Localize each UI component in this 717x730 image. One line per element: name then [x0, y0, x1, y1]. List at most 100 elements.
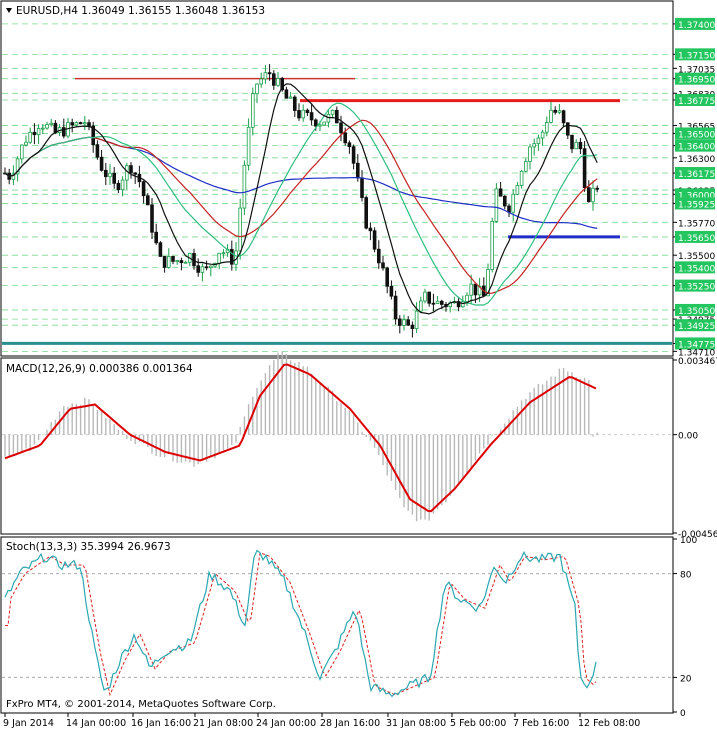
- candle-body: [528, 146, 532, 162]
- candle-body: [498, 188, 503, 197]
- price-label-bg: [675, 261, 715, 274]
- macd-panel-frame: [0, 357, 674, 535]
- candle-body: [150, 204, 154, 233]
- candle-body: [389, 285, 394, 297]
- stoch-main-line: [4, 549, 597, 698]
- candle-body: [494, 188, 499, 222]
- candle-body: [162, 256, 167, 268]
- price-label-bg: [675, 127, 715, 140]
- time-label: 24 Jan 00:00: [256, 718, 316, 729]
- candle-body: [255, 83, 259, 95]
- stoch-title: Stoch(13,3,3) 35.3994 26.9673: [6, 541, 171, 553]
- candle-body: [292, 96, 297, 111]
- candle-body: [570, 134, 574, 150]
- candle-body: [204, 266, 209, 269]
- price-label: 1.37150: [678, 51, 715, 61]
- candle-body: [179, 260, 184, 264]
- time-label: 5 Feb 00:00: [450, 718, 506, 729]
- candle-body: [217, 252, 222, 264]
- candle-body: [62, 127, 66, 137]
- price-label: 1.34775: [678, 340, 715, 350]
- time-label: 12 Feb 08:00: [578, 718, 640, 729]
- stoch-tick-label: 20: [680, 674, 692, 684]
- ma-line: [4, 119, 598, 295]
- candle-body: [99, 156, 104, 171]
- price-label: 1.36400: [678, 143, 715, 153]
- candle-body: [381, 262, 385, 269]
- price-axis: 1.374001.371501.370351.369501.368301.367…: [673, 17, 715, 358]
- time-axis: 9 Jan 2014 14 Jan 00:00 16 Jan 16:00 21 Jan…: [3, 713, 640, 729]
- candle-body: [469, 283, 473, 296]
- candle-body: [553, 109, 557, 113]
- candle-body: [78, 122, 83, 125]
- candle-body: [11, 173, 16, 180]
- time-label: 31 Jan 08:00: [386, 718, 446, 729]
- ma-line: [4, 83, 598, 315]
- candle-body: [112, 172, 117, 184]
- candle-body: [549, 109, 553, 123]
- candle-body: [524, 161, 528, 172]
- symbol-ohlc: EURUSD,H4 1.36049 1.36155 1.36048 1.3615…: [16, 5, 265, 17]
- stoch-lines: [4, 549, 597, 698]
- stoch-tick-label: 0: [680, 709, 686, 719]
- candle-body: [229, 248, 234, 265]
- price-label: 1.34925: [678, 322, 715, 332]
- price-label-bg: [675, 139, 715, 152]
- candle-body: [19, 144, 24, 160]
- price-label: 1.37400: [678, 21, 715, 31]
- candle-body: [515, 185, 520, 195]
- copyright-text: FxPro MT4, © 2001-2014, MetaQuotes Softw…: [6, 699, 276, 710]
- candle-body: [288, 96, 293, 99]
- candle-body: [15, 158, 20, 175]
- candle-body: [166, 256, 171, 268]
- macd-tick-label: 0.00: [678, 432, 698, 442]
- candle-body: [355, 162, 360, 179]
- candle-body: [280, 78, 284, 91]
- candle-body: [91, 125, 96, 146]
- stoch-grid: [2, 573, 672, 678]
- candle-body: [297, 110, 301, 119]
- price-label-bg: [675, 303, 715, 316]
- price-label-bg: [675, 48, 715, 61]
- candle-body: [385, 267, 389, 287]
- candle-body: [87, 122, 91, 127]
- macd-signal-line: [4, 363, 597, 513]
- candle-body: [309, 112, 314, 121]
- macd-signal-path: [4, 363, 597, 513]
- candle-body: [133, 172, 138, 175]
- price-label: 1.35050: [678, 307, 715, 317]
- candle-body: [284, 89, 289, 99]
- price-label: 1.37035: [678, 65, 715, 75]
- candle-body: [351, 146, 356, 164]
- candle-body: [566, 122, 570, 136]
- candle-body: [120, 179, 125, 191]
- candlesticks: [3, 64, 599, 338]
- stoch-tick-label: 100: [680, 536, 697, 546]
- candle-body: [364, 197, 368, 229]
- price-label-bg: [675, 319, 715, 332]
- time-label: 16 Jan 16:00: [131, 718, 191, 729]
- candle-body: [267, 72, 272, 75]
- candle-body: [41, 127, 45, 130]
- time-label: 9 Jan 2014: [3, 718, 54, 729]
- candle-body: [578, 141, 583, 150]
- candle-body: [129, 165, 133, 174]
- candle-body: [108, 172, 112, 178]
- price-label: 1.35925: [678, 200, 715, 210]
- stoch-tick-label: 80: [680, 571, 692, 581]
- dropdown-triangle-icon[interactable]: [6, 8, 12, 13]
- candle-body: [582, 148, 587, 189]
- candle-body: [263, 72, 268, 80]
- candle-body: [49, 122, 53, 125]
- candle-body: [393, 295, 398, 320]
- candle-body: [141, 181, 146, 197]
- candle-body: [473, 283, 478, 296]
- candle-body: [435, 300, 440, 304]
- price-label-bg: [675, 197, 715, 210]
- candle-body: [347, 142, 352, 148]
- price-label-bg: [675, 230, 715, 243]
- candle-body: [32, 131, 37, 136]
- candle-body: [246, 126, 251, 166]
- candle-body: [561, 110, 566, 124]
